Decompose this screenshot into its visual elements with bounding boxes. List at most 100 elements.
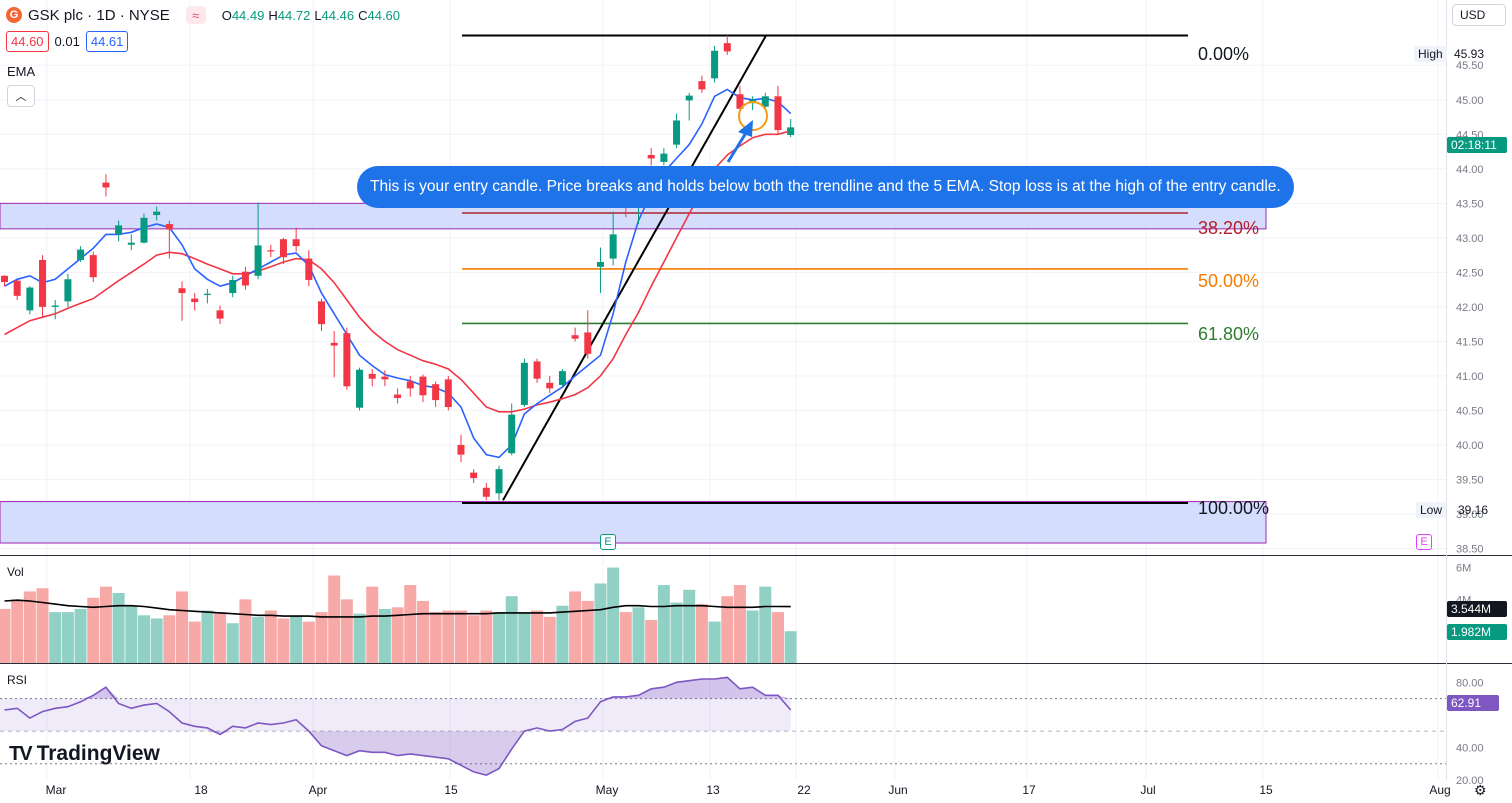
volume-legend-label[interactable]: Vol: [7, 565, 24, 579]
candle-55: [698, 75, 706, 93]
candle-body: [546, 382, 554, 389]
time-label-8: 17: [1022, 783, 1036, 797]
earnings-marker[interactable]: E: [600, 534, 616, 550]
symbol-title[interactable]: GSK plc · 1D · NYSE: [28, 6, 170, 24]
volume-bar-6: [74, 608, 87, 663]
volume-bar-58: [733, 585, 746, 663]
volume-ma-line: [4, 599, 791, 618]
candle-31: [394, 388, 402, 404]
candle-42: [533, 358, 541, 383]
volume-bar-61: [771, 612, 784, 663]
price-axis[interactable]: 45.5045.0044.5044.0043.5043.0042.5042.00…: [1456, 60, 1484, 787]
volume-bar-38: [480, 610, 493, 663]
volume-bar-1: [11, 599, 24, 663]
spread-value: 0.01: [54, 34, 80, 49]
price-tick-0: 45.50: [1456, 60, 1484, 72]
ohlc-key-2: L: [314, 7, 322, 23]
candle-body: [660, 153, 668, 162]
fibonacci-retracement[interactable]: [462, 34, 1188, 504]
volume-bar-7: [87, 597, 100, 663]
ohlc-key-1: H: [268, 7, 278, 23]
candle-56: [711, 45, 719, 83]
earnings-marker-upcoming[interactable]: E: [1416, 534, 1432, 550]
pane-separators[interactable]: [0, 0, 1512, 780]
candle-body: [495, 469, 503, 494]
volume-bar-4: [49, 612, 62, 663]
volume-bar-2: [23, 591, 36, 663]
time-label-0: Mar: [46, 783, 67, 797]
volume-bar-60: [759, 586, 772, 663]
candle-47: [596, 247, 604, 294]
candle-body: [470, 472, 478, 479]
sell-price-button[interactable]: 44.60: [6, 31, 49, 52]
annotation-callout[interactable]: This is your entry candle. Price breaks …: [357, 166, 1294, 208]
volume-bar-24: [302, 621, 315, 663]
chevron-up-icon[interactable]: ︿: [7, 85, 35, 107]
volume-bar-13: [163, 615, 176, 663]
candle-33: [419, 374, 427, 403]
ohlc-key-3: C: [358, 7, 368, 23]
low-tag-label: Low: [1416, 502, 1447, 518]
buy-price-button[interactable]: 44.61: [85, 31, 129, 52]
candle-body: [229, 279, 237, 294]
time-label-5: 13: [706, 783, 720, 797]
candle-5: [64, 273, 72, 307]
symbol-header[interactable]: G GSK plc · 1D · NYSE ≈ O44.49 H44.72 L44.…: [6, 6, 404, 24]
rsi-background: [0, 698, 791, 732]
grid: [0, 0, 1446, 780]
trendline[interactable]: [502, 35, 767, 501]
trendline-segment: [502, 35, 767, 501]
candle-body: [596, 262, 604, 267]
rsi-oversold-fill: [4, 731, 791, 776]
gear-icon[interactable]: ⚙: [1474, 782, 1487, 798]
volume-bar-23: [290, 615, 303, 663]
candle-body: [77, 249, 85, 260]
fib-label-0: 0.00%: [1198, 44, 1250, 64]
volume-bar-42: [531, 610, 544, 663]
time-label-3: 15: [444, 783, 458, 797]
ohlc-values: O44.49 H44.72 L44.46 C44.60: [222, 8, 404, 23]
volume-bar-22: [277, 618, 290, 663]
currency-selector[interactable]: USD: [1452, 4, 1506, 26]
ema-legend-label[interactable]: EMA: [7, 64, 36, 79]
candle-54: [685, 92, 693, 121]
volume-bar-45: [569, 591, 582, 663]
volume-bar-5: [61, 612, 74, 663]
candle-36: [457, 434, 465, 463]
candle-30: [381, 370, 389, 387]
time-axis[interactable]: Mar 18 Apr 15 May 13 22 Jun 17 Jul 15 Aug: [46, 783, 1451, 797]
fib-label-100: 100.00%: [1198, 498, 1270, 518]
rsi-tick-2: 20.00: [1456, 775, 1484, 787]
wave-icon[interactable]: ≈: [185, 6, 206, 24]
candle-body: [711, 50, 719, 79]
volume-bar-44: [556, 605, 569, 663]
candle-body: [279, 239, 287, 258]
volume-bar-27: [340, 599, 353, 663]
fib-label-38: 38.20%: [1198, 218, 1260, 238]
time-label-10: 15: [1259, 783, 1273, 797]
candle-57: [723, 35, 731, 55]
volume-bar-48: [607, 567, 620, 663]
volume-bar-39: [493, 612, 506, 663]
volume-bar-46: [581, 600, 594, 663]
candle-6: [77, 246, 85, 263]
fib-label-50: 50.00%: [1198, 271, 1260, 291]
candle-body: [444, 379, 452, 408]
candle-body: [191, 298, 199, 303]
candle-body: [292, 239, 300, 247]
volume-bar-55: [695, 604, 708, 663]
volume-bar-3: [36, 588, 49, 663]
candle-61: [774, 85, 782, 135]
volume-bar-41: [518, 612, 531, 663]
entry-marker[interactable]: [726, 101, 768, 163]
volume-bar-11: [137, 615, 150, 663]
price-tick-12: 39.50: [1456, 475, 1484, 487]
candle-24: [305, 250, 313, 287]
tradingview-logo[interactable]: TV TradingView: [9, 742, 160, 766]
candle-body: [381, 376, 389, 380]
candle-3: [39, 255, 47, 318]
candle-body: [419, 376, 427, 396]
rsi-legend-label[interactable]: RSI: [7, 673, 28, 687]
candle-51: [647, 148, 655, 166]
